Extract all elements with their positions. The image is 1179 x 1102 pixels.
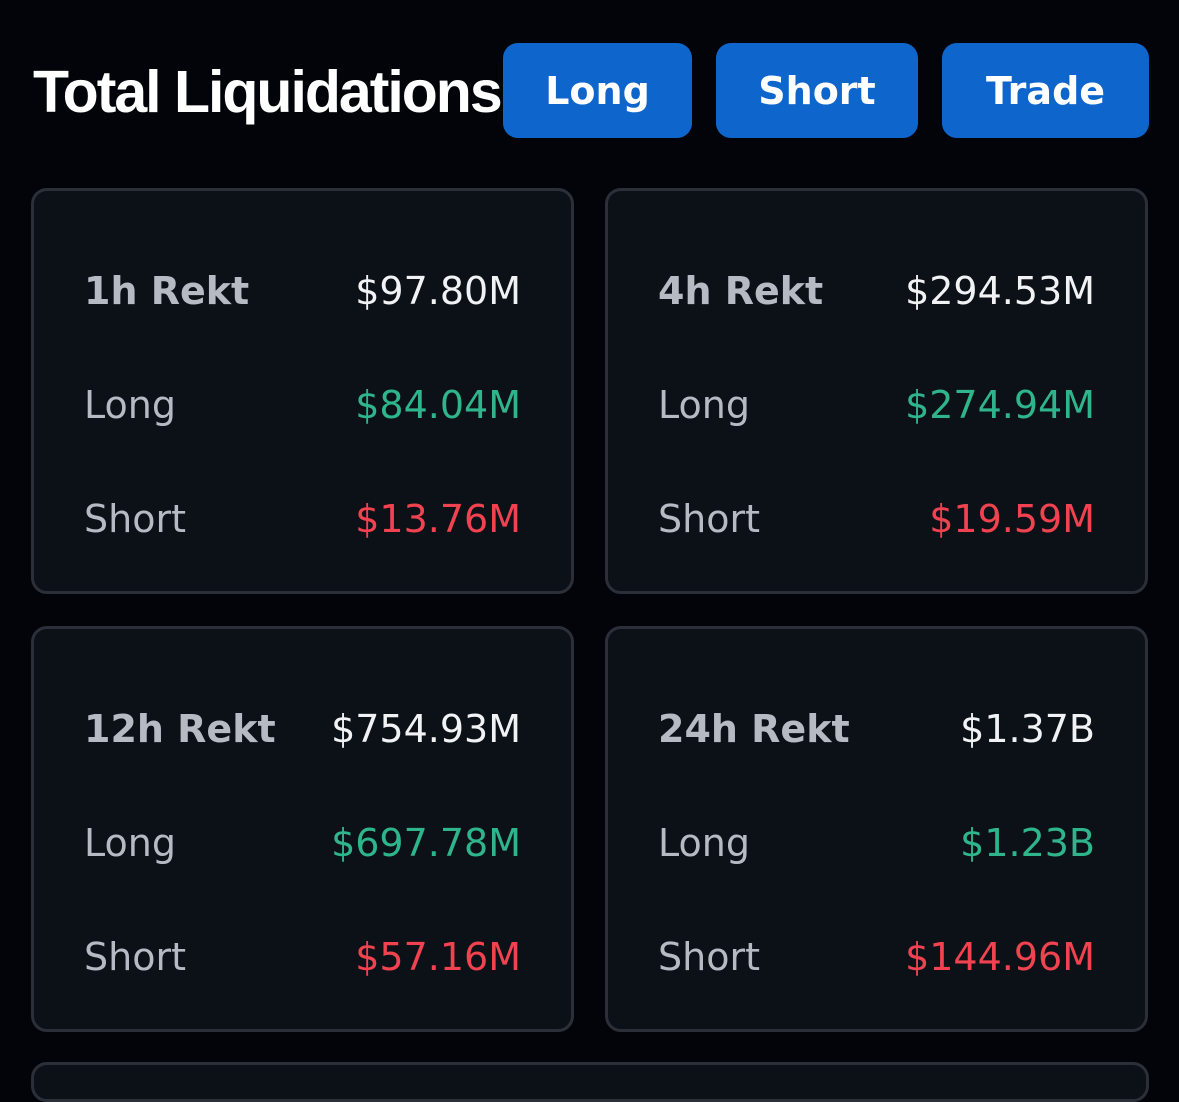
page-title: Total Liquidations — [33, 59, 503, 125]
long-value: $84.04M — [355, 383, 521, 427]
liquidation-card-12h: 12h Rekt $754.93M Long $697.78M Short $5… — [31, 626, 574, 1032]
total-row: 4h Rekt $294.53M — [658, 261, 1095, 321]
long-row: Long $274.94M — [658, 375, 1095, 435]
total-value: $754.93M — [331, 707, 521, 751]
liquidation-card-24h: 24h Rekt $1.37B Long $1.23B Short $144.9… — [605, 626, 1148, 1032]
long-value: $274.94M — [905, 383, 1095, 427]
long-value: $697.78M — [331, 821, 521, 865]
total-row: 24h Rekt $1.37B — [658, 699, 1095, 759]
long-row: Long $84.04M — [84, 375, 521, 435]
long-label: Long — [84, 821, 176, 865]
period-label: 4h Rekt — [658, 269, 824, 313]
long-button[interactable]: Long — [503, 43, 692, 138]
short-label: Short — [84, 497, 186, 541]
long-label: Long — [658, 383, 750, 427]
period-label: 24h Rekt — [658, 707, 850, 751]
short-value: $57.16M — [355, 935, 521, 979]
short-value: $19.59M — [929, 497, 1095, 541]
period-label: 12h Rekt — [84, 707, 276, 751]
total-row: 1h Rekt $97.80M — [84, 261, 521, 321]
short-row: Short $144.96M — [658, 927, 1095, 987]
short-label: Short — [658, 935, 760, 979]
total-value: $294.53M — [905, 269, 1095, 313]
total-value: $97.80M — [355, 269, 521, 313]
header: Total Liquidations Long Short Trade — [0, 0, 1179, 170]
short-row: Short $57.16M — [84, 927, 521, 987]
trade-button[interactable]: Trade — [942, 43, 1149, 138]
long-row: Long $1.23B — [658, 813, 1095, 873]
short-row: Short $13.76M — [84, 489, 521, 549]
short-label: Short — [658, 497, 760, 541]
long-label: Long — [658, 821, 750, 865]
long-row: Long $697.78M — [84, 813, 521, 873]
next-card-partial — [31, 1062, 1149, 1102]
long-value: $1.23B — [960, 821, 1095, 865]
short-value: $144.96M — [905, 935, 1095, 979]
long-label: Long — [84, 383, 176, 427]
liquidation-card-1h: 1h Rekt $97.80M Long $84.04M Short $13.7… — [31, 188, 574, 594]
short-row: Short $19.59M — [658, 489, 1095, 549]
total-value: $1.37B — [960, 707, 1095, 751]
period-label: 1h Rekt — [84, 269, 250, 313]
short-button[interactable]: Short — [716, 43, 918, 138]
short-label: Short — [84, 935, 186, 979]
liquidation-card-4h: 4h Rekt $294.53M Long $274.94M Short $19… — [605, 188, 1148, 594]
short-value: $13.76M — [355, 497, 521, 541]
total-row: 12h Rekt $754.93M — [84, 699, 521, 759]
